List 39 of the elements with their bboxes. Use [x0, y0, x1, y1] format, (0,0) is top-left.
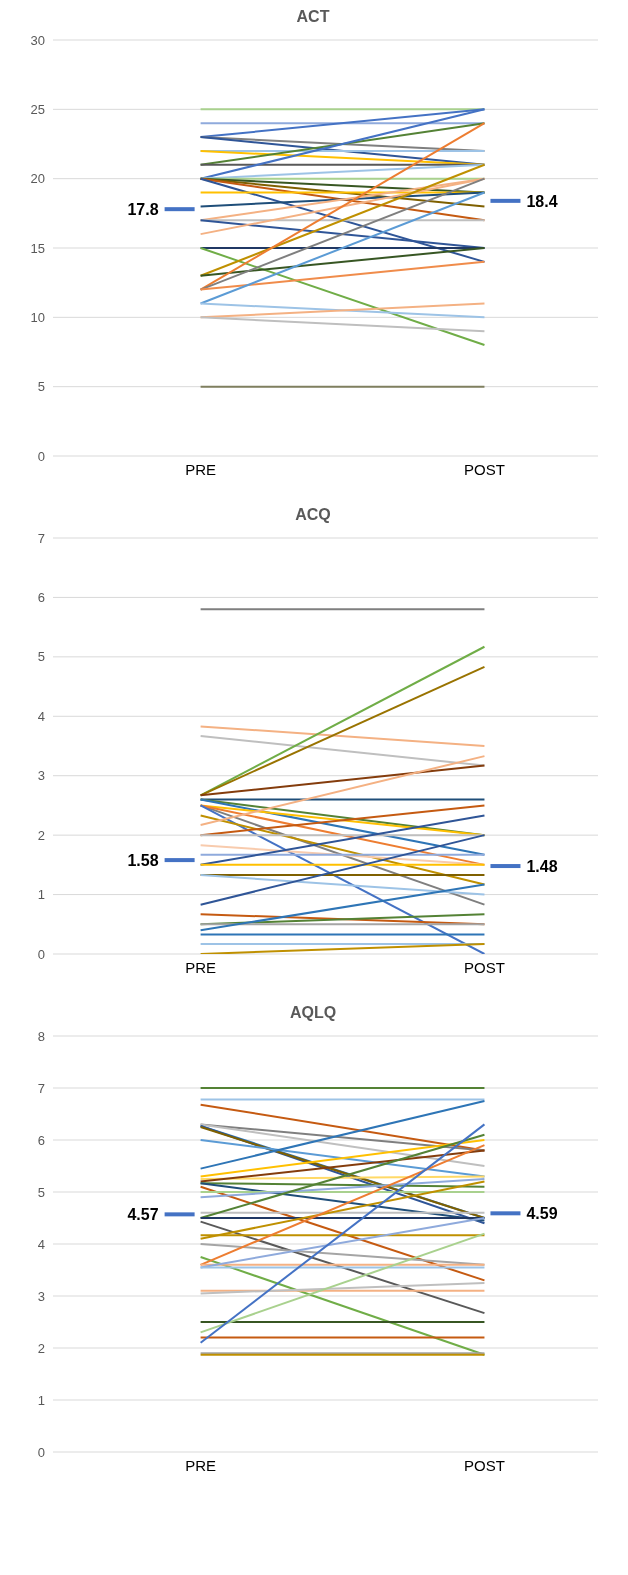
annotation: 17.8: [127, 201, 159, 219]
y-tick-label: 3: [37, 1288, 45, 1304]
y-tick-label: 8: [37, 1028, 45, 1044]
y-tick-label: 1: [37, 1392, 45, 1408]
y-tick-label: 15: [30, 240, 45, 256]
x-tick-label: PRE: [185, 1456, 217, 1474]
x-tick-label: POST: [464, 958, 505, 976]
annotation: 4.57: [127, 1206, 159, 1224]
y-tick-label: 5: [37, 379, 45, 395]
y-tick-label: 0: [37, 1444, 45, 1460]
y-tick-label: 7: [37, 1080, 45, 1096]
y-tick-label: 0: [37, 448, 45, 464]
x-tick-label: POST: [464, 460, 505, 478]
x-tick-label: PRE: [185, 460, 217, 478]
y-tick-label: 2: [37, 1340, 45, 1356]
y-tick-label: 30: [30, 32, 45, 48]
y-tick-label: 5: [37, 1184, 45, 1200]
y-tick-label: 4: [37, 708, 45, 724]
annotation: 18.4: [526, 192, 558, 210]
y-tick-label: 5: [37, 649, 45, 665]
annotation: 1.58: [127, 852, 159, 870]
y-tick-label: 0: [37, 946, 45, 962]
y-tick-label: 10: [30, 309, 45, 325]
x-tick-label: POST: [464, 1456, 505, 1474]
y-tick-label: 7: [37, 530, 45, 546]
chart-title: ACQ: [294, 506, 332, 524]
y-tick-label: 4: [37, 1236, 45, 1252]
y-tick-label: 2: [37, 827, 45, 843]
y-tick-label: 1: [37, 887, 45, 903]
x-tick-label: PRE: [185, 958, 217, 976]
annotation: 4.59: [526, 1205, 558, 1223]
y-tick-label: 6: [37, 590, 45, 606]
chart-title: ACT: [295, 8, 331, 26]
y-tick-label: 25: [30, 101, 45, 117]
y-tick-label: 20: [30, 171, 45, 187]
annotation: 1.48: [526, 858, 558, 876]
y-tick-label: 6: [37, 1132, 45, 1148]
chart-title: AQLQ: [288, 1004, 338, 1022]
y-tick-label: 3: [37, 768, 45, 784]
